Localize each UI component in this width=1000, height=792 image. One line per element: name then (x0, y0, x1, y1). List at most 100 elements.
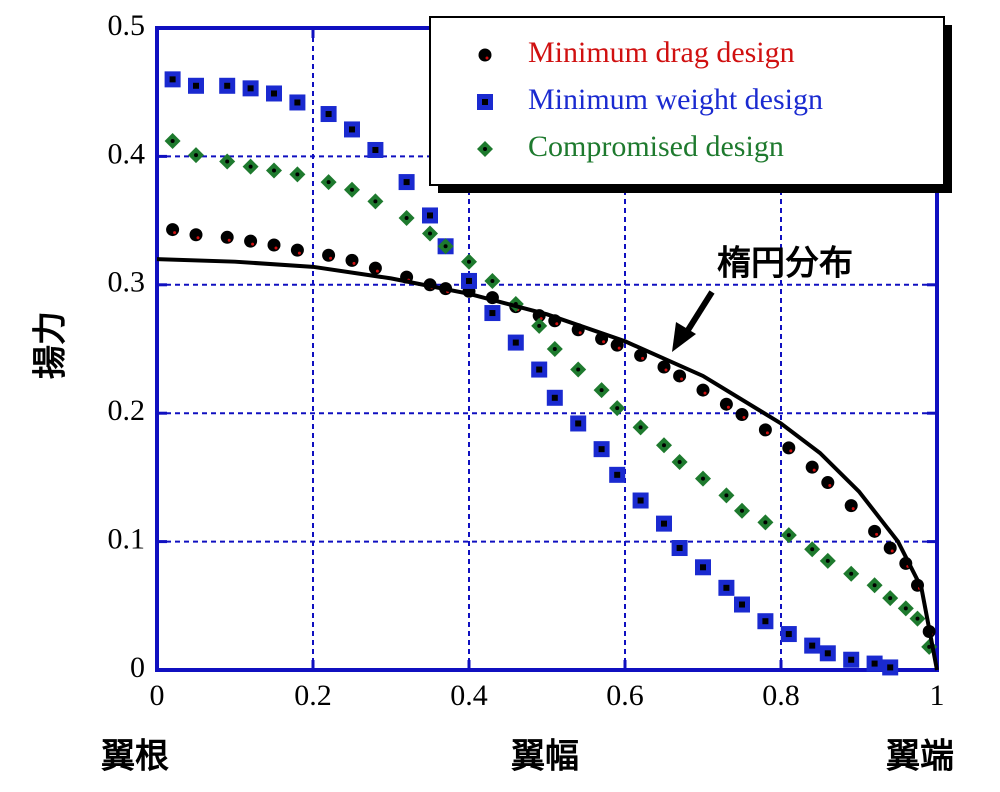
marker-dot (274, 246, 278, 250)
marker-dot (825, 558, 830, 563)
legend-label: Minimum drag design (528, 36, 795, 69)
marker (735, 407, 749, 421)
marker-dot (193, 82, 199, 89)
y-tick-label: 0.2 (108, 394, 146, 427)
marker-dot (467, 259, 471, 264)
marker (189, 228, 203, 242)
marker-dot (329, 256, 333, 260)
marker-dot (372, 146, 379, 153)
marker-dot (765, 431, 769, 435)
marker-dot (680, 377, 684, 381)
marker (322, 248, 336, 262)
marker (368, 261, 382, 275)
marker-dot (915, 616, 920, 621)
legend-label: Compromised design (528, 130, 784, 163)
marker-dot (888, 596, 893, 601)
marker-dot (617, 346, 621, 350)
marker (673, 369, 687, 383)
marker-dot (227, 238, 231, 242)
marker (696, 383, 710, 397)
marker-dot (483, 147, 487, 151)
marker-dot (742, 415, 746, 419)
marker-dot (724, 493, 729, 498)
marker-dot (851, 507, 855, 511)
marker-dot (349, 126, 355, 133)
marker-dot (251, 242, 255, 246)
marker-dot (489, 310, 496, 317)
x-axis-label: 翼根 (101, 737, 169, 777)
legend: Minimum drag design Minimum weight design… (429, 16, 952, 193)
legend-label: Minimum weight design (528, 83, 823, 116)
x-axis-label: 翼端 (886, 737, 954, 777)
marker-dot (871, 660, 878, 667)
marker-dot (614, 471, 621, 478)
series (164, 132, 938, 655)
marker-dot (726, 405, 730, 409)
marker-dot (375, 269, 379, 273)
marker-dot (170, 138, 175, 143)
marker-dot (295, 172, 300, 177)
x-axis-label: 翼幅 (511, 737, 579, 777)
marker-dot (352, 261, 356, 265)
marker (267, 238, 281, 252)
marker (844, 499, 858, 513)
marker-dot (247, 85, 254, 92)
marker (478, 48, 492, 62)
marker-dot (723, 584, 730, 591)
marker-dot (575, 420, 582, 427)
y-tick-label: 0 (130, 651, 145, 684)
marker-dot (662, 443, 666, 448)
marker-dot (466, 277, 472, 284)
marker-dot (615, 406, 620, 411)
y-tick-label: 0.5 (108, 9, 146, 42)
marker (166, 223, 180, 237)
series (156, 257, 939, 671)
marker-dot (272, 168, 276, 173)
y-tick-label: 0.3 (108, 266, 146, 299)
marker-dot (887, 664, 894, 671)
marker (883, 541, 897, 555)
marker-dot (485, 56, 489, 60)
marker-dot (325, 111, 332, 118)
marker-dot (297, 251, 301, 255)
marker-dot (196, 236, 200, 240)
marker-dot (373, 199, 378, 204)
marker-dot (224, 82, 231, 89)
x-tick-label: 0.2 (294, 679, 332, 712)
marker-dot (809, 642, 816, 649)
marker-dot (676, 545, 683, 552)
marker-dot (703, 391, 707, 395)
marker-dot (739, 601, 745, 608)
x-tick-label: 0.6 (606, 679, 644, 712)
y-tick-label: 0.4 (108, 137, 146, 170)
marker-dot (637, 497, 644, 504)
marker (782, 441, 796, 455)
marker-dot (248, 164, 253, 169)
marker-dot (812, 468, 816, 472)
marker-dot (848, 656, 855, 663)
marker (758, 423, 772, 437)
marker-dot (552, 347, 557, 351)
marker-dot (927, 644, 932, 649)
marker-dot (225, 159, 230, 164)
marker-dot (536, 366, 543, 373)
marker-dot (828, 484, 832, 488)
marker (290, 243, 304, 257)
marker-dot (872, 583, 877, 588)
marker-dot (638, 425, 643, 430)
series (164, 71, 899, 676)
x-tick-label: 0.8 (762, 679, 800, 712)
marker-dot (599, 388, 604, 393)
marker (805, 460, 819, 474)
legend-box (429, 16, 945, 186)
marker (868, 524, 882, 538)
marker-dot (810, 547, 815, 552)
y-tick-label: 0.1 (108, 522, 146, 555)
marker-dot (578, 331, 582, 335)
marker-dot (294, 99, 301, 106)
marker-dot (555, 322, 559, 326)
series-line (156, 257, 939, 671)
marker-dot (664, 368, 668, 372)
marker-dot (661, 520, 667, 527)
marker (244, 234, 258, 248)
